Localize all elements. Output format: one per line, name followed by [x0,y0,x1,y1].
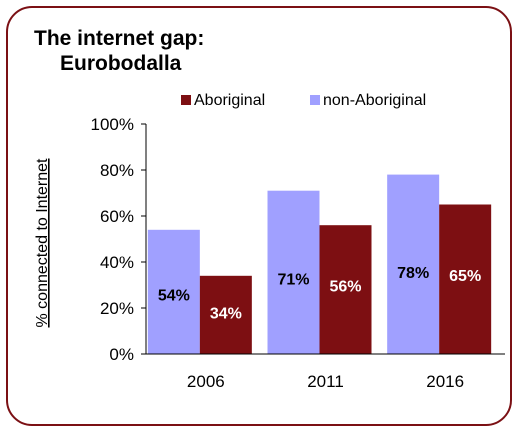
y-tick-label: 100% [91,115,134,134]
bar-non-aboriginal [387,174,440,354]
data-label: 54% [158,287,190,304]
chart-title: The internet gap: Eurobodalla [34,26,204,76]
y-tick-label: 0% [109,345,134,364]
data-label: 78% [397,265,429,282]
bars: 54% 71% 78% 34% 56% 65% [147,174,492,354]
y-axis: 0% 20% 40% 60% 80% 100% [91,115,147,364]
y-tick-label: 20% [100,299,134,318]
legend-swatch [181,95,191,105]
chart-title-line1: The internet gap: [34,27,205,50]
data-label: 34% [210,306,242,323]
legend-item-non-aboriginal: non-Aboriginal [310,92,426,109]
legend-swatch [310,95,320,105]
y-tick-label: 60% [100,207,134,226]
data-label: 65% [449,268,481,285]
bar-chart: Aboriginal non-Aboriginal 0% 20% 40% 60% 80% 1… [34,92,505,391]
bar-aboriginal [199,275,252,354]
bar-non-aboriginal [147,229,200,354]
bar-aboriginal [439,204,492,354]
legend: Aboriginal non-Aboriginal [181,92,426,109]
y-tick-label: 80% [100,161,134,180]
y-axis-label: % connected to Internet [34,158,51,328]
x-tick-label: 2006 [187,372,225,391]
legend-item-aboriginal: Aboriginal [181,92,265,109]
bar-non-aboriginal [267,190,320,354]
chart-title-line2: Eurobodalla [60,52,182,75]
bar-aboriginal [319,225,372,354]
legend-label: non-Aboriginal [323,92,426,109]
data-label: 56% [329,279,361,296]
x-tick-label: 2011 [307,372,344,391]
x-tick-label: 2016 [426,372,464,391]
data-label: 71% [277,272,309,289]
y-tick-label: 40% [100,253,134,272]
legend-label: Aboriginal [194,92,265,109]
x-axis: 2006 2011 2016 [146,353,505,391]
